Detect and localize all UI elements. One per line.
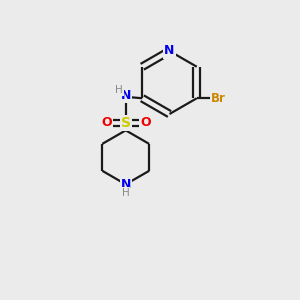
Text: S: S <box>121 116 131 130</box>
Text: O: O <box>101 116 112 129</box>
Text: N: N <box>121 89 131 102</box>
Text: N: N <box>121 178 131 191</box>
Text: H: H <box>115 85 123 95</box>
Text: Br: Br <box>211 92 226 105</box>
Text: O: O <box>140 116 151 129</box>
Text: N: N <box>164 44 175 58</box>
Text: H: H <box>122 188 130 198</box>
